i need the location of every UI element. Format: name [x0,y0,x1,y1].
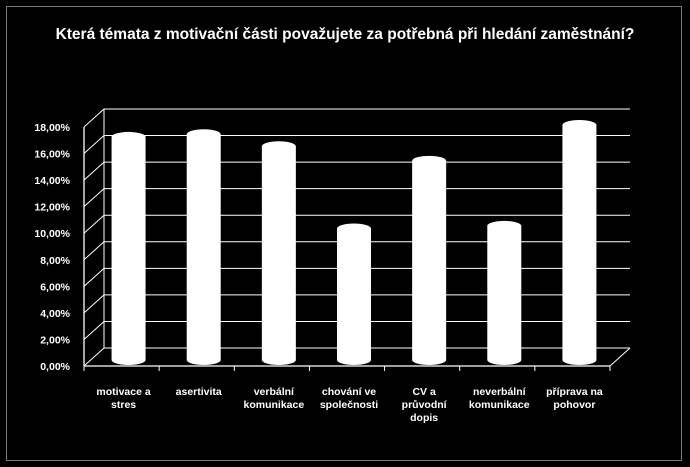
side-wall-gridline [83,347,105,367]
y-tick-label: 12,00% [34,202,70,214]
bar [261,146,296,365]
bar [111,136,146,365]
x-tick-label: chování ve [322,386,376,398]
x-tick-label: CV a [412,386,436,398]
side-wall-gridline [83,241,105,261]
side-wall-gridline [83,214,105,234]
chart-frame [6,6,682,461]
bar [487,225,522,365]
bar [337,228,371,365]
y-tick-label: 4,00% [40,308,70,320]
x-tick-label: průvodní [402,399,448,411]
x-tick-label: neverbální [473,386,527,398]
bar [186,134,221,365]
x-tick-label: asertivita [176,386,222,398]
bar-top [337,223,371,234]
x-tick-label: pohovor [553,399,595,411]
side-wall-gridline [83,161,105,181]
x-tick-label: komunikace [244,399,305,411]
bar-top [412,155,447,166]
y-tick-label: 18,00% [34,122,70,134]
side-wall-gridline [83,108,105,128]
bar-top [111,131,146,142]
x-tick-label: příprava na [546,386,603,398]
bar-top [487,220,522,231]
bar [562,124,597,365]
x-tick-label: komunikace [469,399,530,411]
side-wall-gridline [83,188,105,208]
side-wall-gridline [83,135,105,154]
bar-top [186,129,221,140]
y-tick-label: 14,00% [34,175,70,187]
side-wall-gridline [83,294,105,314]
x-tick-label: dopis [410,412,438,424]
side-wall-gridline [83,267,105,287]
side-wall-gridline [83,321,105,340]
y-tick-label: 10,00% [34,228,70,240]
floor-right-edge [609,347,631,367]
bar [412,160,447,365]
x-tick-label: verbální [254,386,295,398]
x-tick-label: společnosti [320,399,378,411]
y-tick-label: 16,00% [34,149,70,161]
y-tick-label: 6,00% [40,281,70,293]
y-tick-label: 0,00% [40,361,70,373]
bar-top [261,141,296,152]
x-tick-label: motivace a [96,386,150,398]
chart-title: Která témata z motivační části považujet… [55,26,635,43]
y-tick-label: 8,00% [40,255,70,267]
x-tick-label: stres [111,399,136,411]
y-tick-label: 2,00% [40,334,70,346]
bar-top [562,119,597,130]
